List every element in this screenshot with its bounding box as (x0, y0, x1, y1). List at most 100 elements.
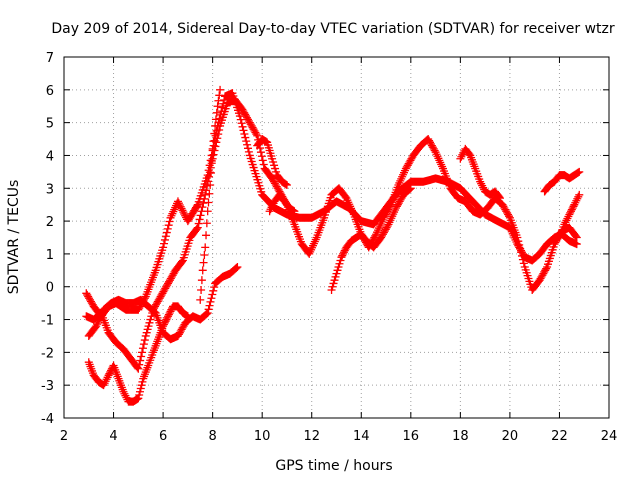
chart-title: Day 209 of 2014, Sidereal Day-to-day VTE… (51, 21, 615, 37)
data-point (573, 169, 582, 178)
data-point (386, 202, 395, 211)
data-point (495, 193, 504, 202)
data-point (202, 219, 211, 228)
data-point (267, 203, 276, 212)
data-point (205, 168, 214, 177)
data-point (404, 185, 413, 194)
data-point (575, 190, 584, 199)
data-point (198, 203, 207, 212)
data-point (212, 108, 221, 117)
y-tick-label: 7 (46, 51, 54, 66)
data-point (571, 232, 580, 241)
data-point (476, 177, 485, 186)
data-point (198, 266, 207, 275)
data-point (120, 389, 129, 398)
data-point (175, 200, 184, 209)
data-point (206, 297, 215, 306)
data-point (478, 181, 487, 190)
data-point (163, 224, 172, 233)
data-point (569, 202, 578, 211)
y-tick-label: 2 (46, 215, 54, 230)
data-point (261, 137, 270, 146)
data-point (518, 255, 527, 264)
x-tick-label: 6 (159, 429, 167, 444)
data-point (201, 190, 210, 199)
data-point (458, 150, 467, 159)
data-point (213, 102, 222, 111)
data-point (542, 264, 551, 273)
data-point (203, 207, 212, 216)
data-point (253, 131, 262, 140)
x-tick-label: 22 (551, 429, 568, 444)
data-point (210, 146, 219, 155)
data-point (199, 258, 208, 267)
data-series-track-4 (84, 302, 192, 406)
data-point (563, 214, 572, 223)
x-tick-label: 10 (254, 429, 271, 444)
y-axis-tick-labels: -4 -3 -2 -1 0 1 2 3 4 5 6 7 (41, 51, 54, 427)
x-axis-title: GPS time / hours (275, 458, 392, 474)
data-point (193, 223, 202, 232)
data-point (138, 344, 147, 353)
data-point (192, 224, 201, 233)
data-point (202, 309, 211, 318)
y-tick-label: -1 (41, 314, 54, 329)
data-point (194, 219, 203, 228)
data-point (513, 233, 522, 242)
data-point (241, 133, 250, 142)
data-point (259, 160, 268, 169)
data-point (562, 216, 571, 225)
data-point (573, 194, 582, 203)
data-point (209, 150, 218, 159)
data-point (231, 264, 240, 273)
data-point (282, 180, 291, 189)
data-point (215, 126, 224, 135)
y-tick-label: 4 (46, 149, 54, 164)
data-point (232, 263, 241, 272)
data-point (574, 192, 583, 201)
data-point (280, 179, 289, 188)
data-point (165, 217, 174, 226)
y-axis-title: SDTVAR / TECUs (6, 180, 22, 295)
data-point (383, 222, 392, 231)
data-point (160, 235, 169, 244)
data-series-track-8 (540, 167, 584, 196)
data-point (208, 290, 217, 299)
data-series-track-6 (327, 184, 415, 295)
data-point (205, 189, 214, 198)
data-point (479, 183, 488, 192)
data-point (515, 240, 524, 249)
data-point (572, 233, 581, 242)
x-tick-label: 12 (303, 429, 320, 444)
data-point (209, 137, 218, 146)
data-point (237, 119, 246, 128)
data-point (465, 150, 474, 159)
data-point (195, 215, 204, 224)
data-point (204, 198, 213, 207)
data-point (134, 364, 143, 373)
data-point (139, 340, 148, 349)
data-point (572, 196, 581, 205)
y-tick-label: -4 (41, 412, 54, 427)
plot-frame (63, 56, 610, 419)
data-point (140, 336, 149, 345)
data-point (138, 348, 147, 357)
data-point (560, 220, 569, 229)
data-point (430, 146, 439, 155)
data-point (201, 310, 210, 319)
data-point (214, 96, 223, 105)
data-point (504, 212, 513, 221)
data-point (210, 283, 219, 292)
axis-ticks (63, 56, 610, 419)
data-point (406, 184, 415, 193)
data-point (197, 286, 206, 295)
y-tick-label: -2 (41, 346, 54, 361)
x-tick-label: 14 (353, 429, 370, 444)
y-tick-label: 3 (46, 182, 54, 197)
x-tick-label: 2 (60, 429, 68, 444)
data-point (136, 356, 145, 365)
data-point (197, 276, 206, 285)
x-tick-label: 20 (502, 429, 519, 444)
data-point (101, 377, 110, 386)
data-series-track-7 (456, 144, 504, 203)
